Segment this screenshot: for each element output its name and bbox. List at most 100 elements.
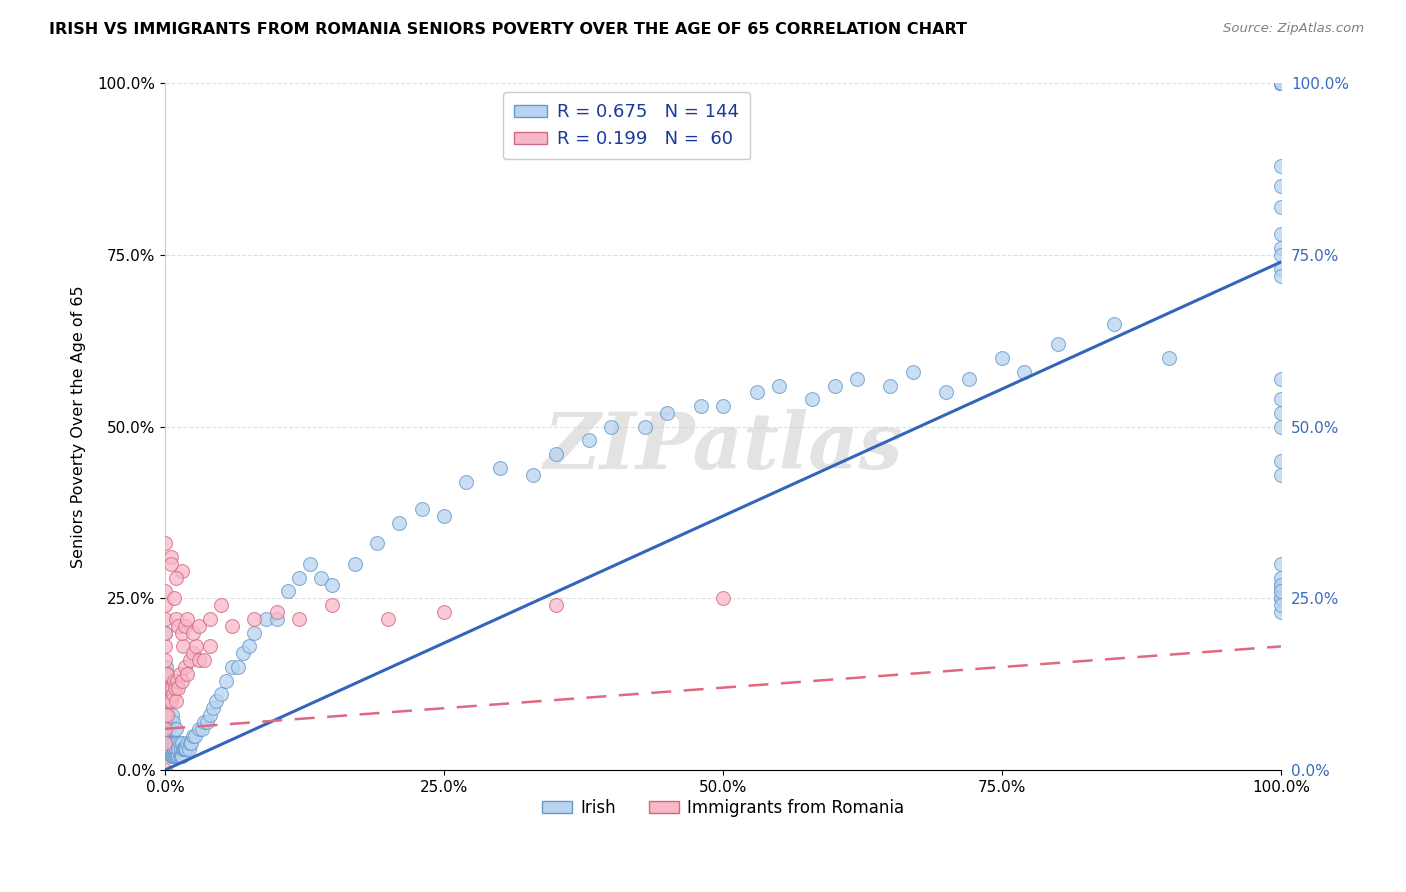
Point <box>176 735 198 749</box>
Point <box>159 550 181 565</box>
Point <box>209 688 232 702</box>
Point <box>711 591 734 606</box>
Point <box>1014 365 1036 379</box>
Point <box>166 673 188 688</box>
Point <box>1270 467 1292 482</box>
Point <box>181 729 204 743</box>
Point <box>768 378 790 392</box>
Point <box>1270 77 1292 91</box>
Point <box>162 714 184 729</box>
Point <box>165 735 187 749</box>
Point <box>343 557 366 571</box>
Point <box>176 612 198 626</box>
Point <box>156 735 179 749</box>
Point <box>160 681 183 695</box>
Point <box>155 729 177 743</box>
Point <box>1270 419 1292 434</box>
Point <box>991 351 1014 365</box>
Point <box>1159 351 1181 365</box>
Point <box>177 742 200 756</box>
Point <box>1270 584 1292 599</box>
Point <box>157 742 180 756</box>
Point <box>170 625 193 640</box>
Point <box>160 735 183 749</box>
Point <box>1270 77 1292 91</box>
Text: Source: ZipAtlas.com: Source: ZipAtlas.com <box>1223 22 1364 36</box>
Point <box>163 722 186 736</box>
Point <box>156 694 179 708</box>
Point <box>179 653 201 667</box>
Point <box>522 467 544 482</box>
Point <box>155 708 177 723</box>
Point <box>153 599 176 613</box>
Point <box>711 399 734 413</box>
Text: ZIPatlas: ZIPatlas <box>543 409 903 485</box>
Point <box>801 392 824 407</box>
Point <box>174 660 197 674</box>
Point <box>166 749 188 764</box>
Point <box>157 708 180 723</box>
Point <box>879 378 901 392</box>
Point <box>153 735 176 749</box>
Point <box>544 447 567 461</box>
Point <box>166 735 188 749</box>
Point <box>366 536 388 550</box>
Point <box>197 714 219 729</box>
Point <box>173 742 195 756</box>
Point <box>157 729 180 743</box>
Point <box>153 708 176 723</box>
Point <box>377 612 399 626</box>
Point <box>1270 557 1292 571</box>
Point <box>165 749 187 764</box>
Point <box>156 708 179 723</box>
Point <box>957 372 980 386</box>
Point <box>157 681 180 695</box>
Point <box>180 735 202 749</box>
Point <box>163 591 186 606</box>
Point <box>277 584 299 599</box>
Point <box>167 749 190 764</box>
Point <box>578 434 600 448</box>
Point <box>198 708 221 723</box>
Point <box>169 735 191 749</box>
Point <box>187 653 209 667</box>
Point <box>311 571 333 585</box>
Point <box>1046 337 1069 351</box>
Point <box>153 640 176 654</box>
Point <box>1270 577 1292 591</box>
Point <box>165 749 187 764</box>
Point <box>221 619 243 633</box>
Point <box>153 612 176 626</box>
Point <box>205 694 228 708</box>
Point <box>1270 77 1292 91</box>
Point <box>159 722 181 736</box>
Point <box>165 681 187 695</box>
Point <box>1270 261 1292 276</box>
Point <box>433 605 456 619</box>
Point <box>1270 605 1292 619</box>
Point <box>186 640 208 654</box>
Point <box>1270 241 1292 255</box>
Point <box>181 646 204 660</box>
Point <box>544 599 567 613</box>
Point <box>209 599 232 613</box>
Point <box>226 660 249 674</box>
Point <box>162 735 184 749</box>
Point <box>1270 227 1292 242</box>
Point <box>165 742 187 756</box>
Point <box>1270 77 1292 91</box>
Point <box>162 749 184 764</box>
Point <box>159 749 181 764</box>
Point <box>156 666 179 681</box>
Point <box>1102 317 1125 331</box>
Point <box>1270 77 1292 91</box>
Legend: Irish, Immigrants from Romania: Irish, Immigrants from Romania <box>536 792 911 823</box>
Point <box>160 708 183 723</box>
Point <box>745 385 768 400</box>
Point <box>1270 77 1292 91</box>
Point <box>153 694 176 708</box>
Point <box>153 625 176 640</box>
Point <box>153 722 176 736</box>
Point <box>1270 406 1292 420</box>
Point <box>153 536 176 550</box>
